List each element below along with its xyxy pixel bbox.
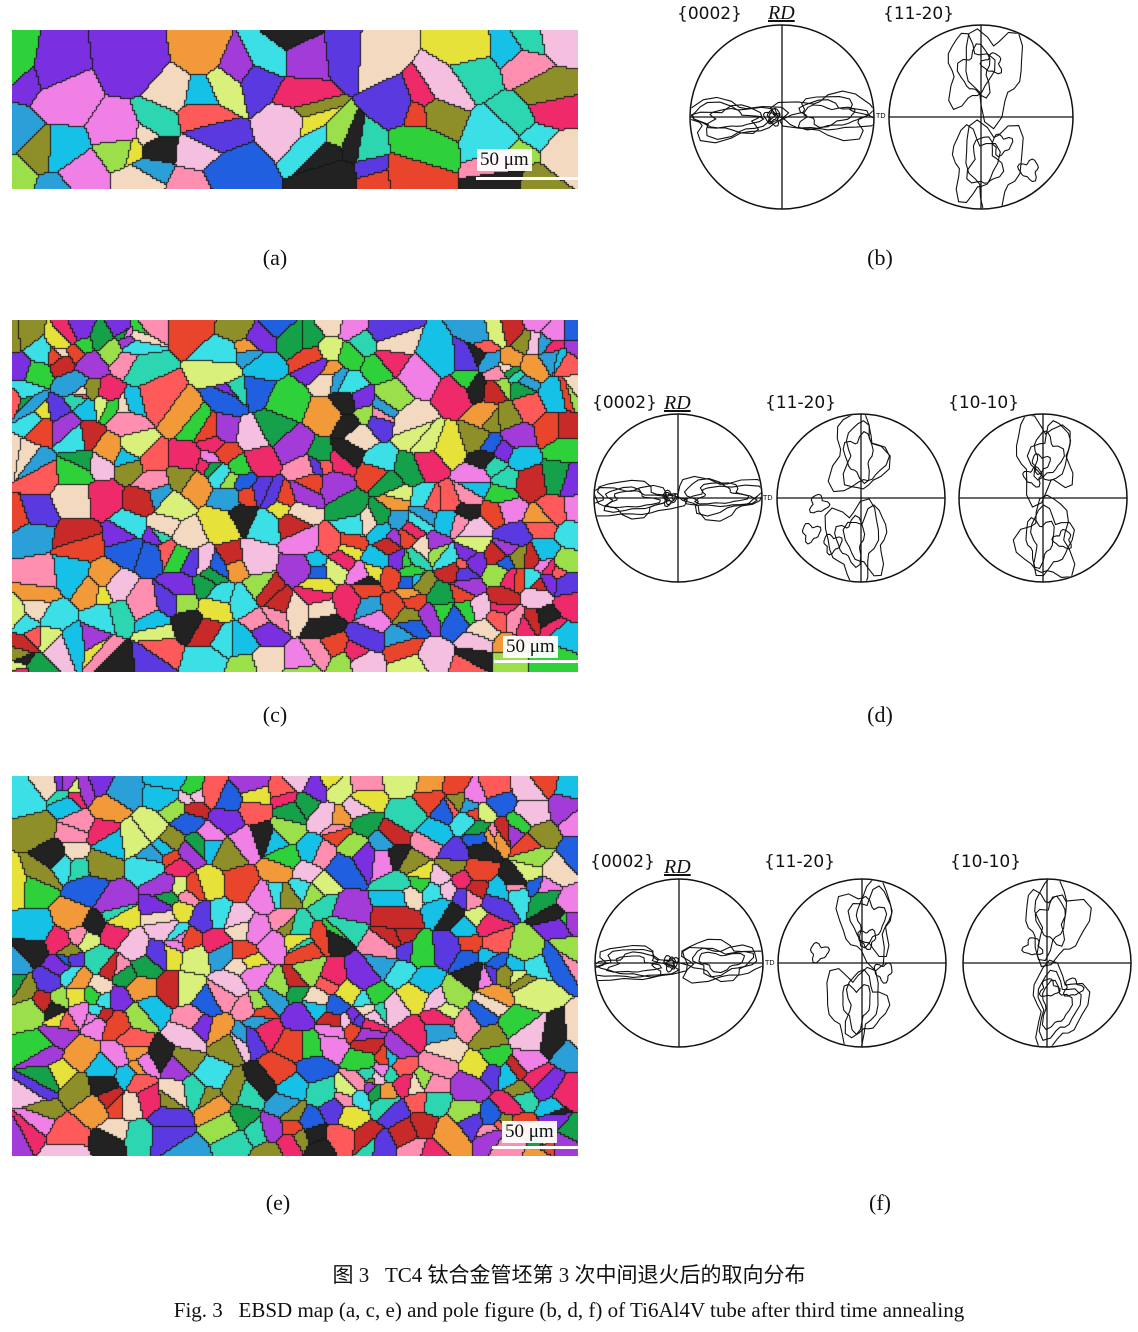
pole-figure-d-0002-contour bbox=[605, 490, 661, 509]
pole-figure-d-10-10-contour bbox=[1012, 494, 1076, 578]
panel-label-f: (f) bbox=[869, 1190, 891, 1215]
pole-figure-b-0002-contour bbox=[803, 104, 856, 128]
pole-figure-f-10-10-contour bbox=[1032, 959, 1091, 1046]
pole-figure-d-0002-contour bbox=[595, 484, 669, 520]
panel-label-d: (d) bbox=[867, 702, 893, 727]
pole-figure-d-11-20-contour bbox=[842, 430, 874, 485]
pf-label-b-11-20: {11-20} bbox=[883, 4, 955, 24]
pole-figure-b-11-20-contour bbox=[992, 133, 1014, 158]
pole-figure-f-11-20-contour bbox=[809, 941, 831, 964]
pf-label-f-11-20: {11-20} bbox=[764, 852, 836, 872]
pole-figure-d-11-20-contour bbox=[834, 514, 866, 569]
pole-figure-f-0002-contour bbox=[698, 951, 746, 974]
pole-figure-f-0002-contour bbox=[663, 956, 676, 970]
rd-label-d: RD bbox=[664, 392, 691, 414]
pole-figure-d-0002-contour bbox=[595, 479, 688, 517]
pole-figure-d-11-20-contour bbox=[823, 533, 843, 556]
panel-label-b: (b) bbox=[867, 245, 893, 270]
pole-figure-b-11-20-contour bbox=[965, 28, 1024, 130]
pole-figure-b-11-20-contour bbox=[951, 123, 1001, 204]
pole-figure-b-11-20-contour bbox=[979, 52, 1003, 75]
scale-bar-label-a: 50 μm bbox=[477, 149, 532, 171]
pole-figure-f-0002-contour bbox=[665, 958, 675, 968]
pole-figure-f-10-10-contour bbox=[1021, 937, 1044, 956]
pole-figure-f-11-20-contour bbox=[847, 885, 893, 958]
pole-figure-b-0002-contour bbox=[691, 104, 763, 134]
pole-figure-d-0002-contour bbox=[683, 482, 759, 508]
pole-figure-b-0002-contour bbox=[766, 109, 781, 125]
pole-figure-d-10-10-contour bbox=[1031, 453, 1051, 476]
scale-bar-label-e: 50 μm bbox=[502, 1121, 557, 1143]
pole-figure-d-10-10-contour bbox=[1030, 504, 1075, 577]
pole-figure-f-11-20-contour bbox=[826, 966, 879, 1046]
pole-figure-f-0002-contour bbox=[596, 948, 681, 978]
pole-figure-d-0002-contour bbox=[664, 493, 675, 502]
scale-bar-e bbox=[492, 1146, 578, 1149]
ebsd-map-c bbox=[12, 320, 578, 672]
scale-bar-c bbox=[494, 660, 578, 663]
pole-figure-b-0002-contour bbox=[762, 107, 781, 127]
rd-label-f: RD bbox=[664, 856, 691, 878]
caption-zh: 图 3 TC4 钛合金管坯第 3 次中间退火后的取向分布 bbox=[332, 1263, 806, 1287]
pole-figure-f-0002-contour bbox=[691, 947, 755, 978]
panel-label-e: (e) bbox=[265, 1190, 291, 1215]
pole-figure-f-11-20-contour bbox=[857, 928, 877, 951]
pole-figure-f-10-10-contour bbox=[1041, 979, 1073, 1031]
pole-figure-b-0002-contour bbox=[778, 96, 873, 131]
pole-figure-d-11-20-contour bbox=[801, 522, 822, 545]
pole-figure-d-10-10-contour bbox=[1051, 528, 1072, 550]
pole-figure-f-11-20-contour bbox=[873, 962, 893, 984]
pole-figure-f-11-20-contour bbox=[842, 983, 871, 1036]
pole-figure-f-0002-contour bbox=[681, 938, 762, 984]
pole-figure-f-10-10-contour bbox=[1062, 977, 1085, 997]
rd-label-b: RD bbox=[768, 2, 795, 24]
pole-figure-d-0002-contour bbox=[693, 485, 750, 505]
td-label-d: TD bbox=[763, 494, 773, 502]
scale-bar-a bbox=[476, 177, 578, 180]
caption-en: Fig. 3 EBSD map (a, c, e) and pole figur… bbox=[173, 1298, 965, 1322]
pole-figure-f-10-10-contour bbox=[1034, 895, 1066, 947]
pole-figure-b-11-20-contour bbox=[1016, 158, 1039, 183]
pf-label-f-10-10: {10-10} bbox=[950, 852, 1022, 872]
ebsd-map-e bbox=[12, 776, 578, 1156]
pole-figure-f-10-10-contour bbox=[1038, 978, 1061, 997]
pf-label-d-10-10: {10-10} bbox=[948, 393, 1020, 413]
pole-figure-f-10-10-contour bbox=[1037, 969, 1082, 1041]
pole-figure-f-0002-contour bbox=[605, 955, 663, 973]
pole-figure-d-10-10-contour bbox=[1025, 516, 1055, 570]
pole-figure-b-0002-contour bbox=[797, 99, 870, 131]
pf-label-f-0002: {0002} bbox=[590, 852, 655, 872]
pole-figure-b-11-20-contour bbox=[956, 43, 991, 99]
td-label-f: TD bbox=[765, 959, 775, 967]
pole-figure-d-10-10-contour bbox=[1026, 420, 1074, 489]
pole-figure-f-10-10-contour bbox=[1034, 880, 1092, 968]
pole-figure-d-11-20-contour bbox=[808, 493, 831, 514]
pole-figure-d-11-20-contour bbox=[842, 504, 888, 577]
panel-label-a: (a) bbox=[262, 245, 288, 270]
td-label-b: TD bbox=[876, 112, 886, 120]
pole-figure-b-11-20-contour bbox=[947, 32, 996, 111]
pole-figure-f-0002-contour bbox=[682, 944, 758, 983]
pf-label-d-11-20: {11-20} bbox=[765, 393, 837, 413]
pf-label-d-0002: {0002} bbox=[592, 393, 657, 413]
pole-figure-d-10-10-contour bbox=[1033, 430, 1065, 481]
pole-figure-d-11-20-contour bbox=[824, 498, 880, 581]
pole-figure-b-0002-contour bbox=[705, 107, 765, 129]
scale-bar-label-c: 50 μm bbox=[503, 636, 558, 658]
pole-figure-d-11-20-contour bbox=[842, 420, 891, 488]
pole-figure-f-0002-contour bbox=[596, 951, 662, 978]
pole-figure-d-0002-contour bbox=[683, 478, 761, 517]
panel-label-c: (c) bbox=[262, 702, 288, 727]
pole-figure-d-10-10-contour bbox=[1022, 466, 1043, 488]
pole-figure-f-11-20-contour bbox=[844, 969, 891, 1039]
pole-figure-b-11-20-contour bbox=[965, 119, 1024, 208]
pole-figure-b-0002-contour bbox=[768, 111, 779, 123]
pf-label-b-0002: {0002} bbox=[677, 4, 742, 24]
